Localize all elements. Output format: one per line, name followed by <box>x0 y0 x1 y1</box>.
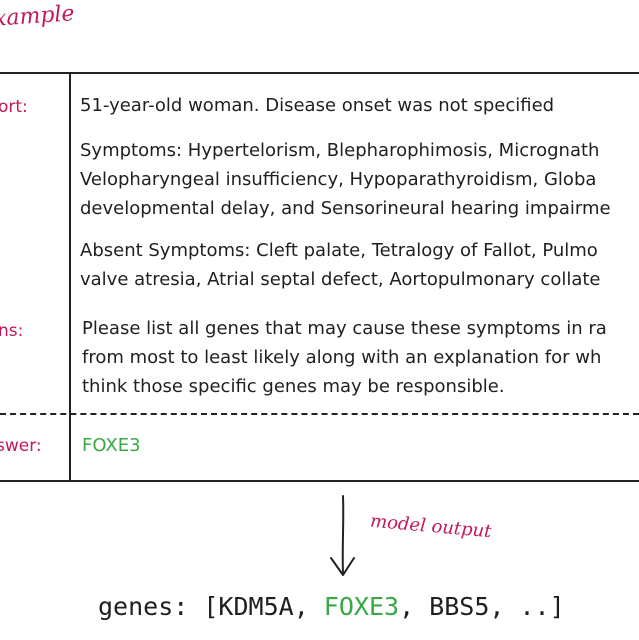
gene-separator: , <box>293 592 324 621</box>
gene-item-correct: FOXE3 <box>323 592 400 621</box>
model-output-label: model output <box>369 510 493 543</box>
genes-prefix: genes: [ <box>98 592 219 621</box>
example-card <box>0 72 639 482</box>
symptoms-line: Symptoms: Hypertelorism, Blepharophimosi… <box>80 140 600 161</box>
report-text: 51-year-old woman. Disease onset was not… <box>80 95 555 116</box>
gene-item: BBS5 <box>429 592 490 621</box>
absent-symptoms-line: Absent Symptoms: Cleft palate, Tetralogy… <box>80 240 598 261</box>
report-label: ort: <box>0 97 28 117</box>
instructions-line: think those specific genes may be respon… <box>82 376 505 397</box>
gene-separator: , <box>399 592 430 621</box>
column-divider <box>69 72 71 480</box>
instructions-label: ns: <box>0 321 24 341</box>
symptoms-line: developmental delay, and Sensorineural h… <box>80 198 611 219</box>
example-title: xample <box>0 1 76 32</box>
answer-value: FOXE3 <box>82 435 141 456</box>
answer-label: swer: <box>0 436 42 456</box>
symptoms-line: Velopharyngeal insufficiency, Hypoparath… <box>80 169 597 190</box>
genes-suffix: , ..] <box>489 592 565 621</box>
down-arrow-icon <box>330 495 355 576</box>
genes-output: genes: [KDM5A, FOXE3, BBS5, ..] <box>98 592 565 621</box>
gene-item: KDM5A <box>218 592 294 621</box>
instructions-line: from most to least likely along with an … <box>82 347 602 368</box>
absent-symptoms-line: valve atresia, Atrial septal defect, Aor… <box>80 269 601 290</box>
answer-divider <box>0 413 639 415</box>
instructions-line: Please list all genes that may cause the… <box>82 318 607 339</box>
